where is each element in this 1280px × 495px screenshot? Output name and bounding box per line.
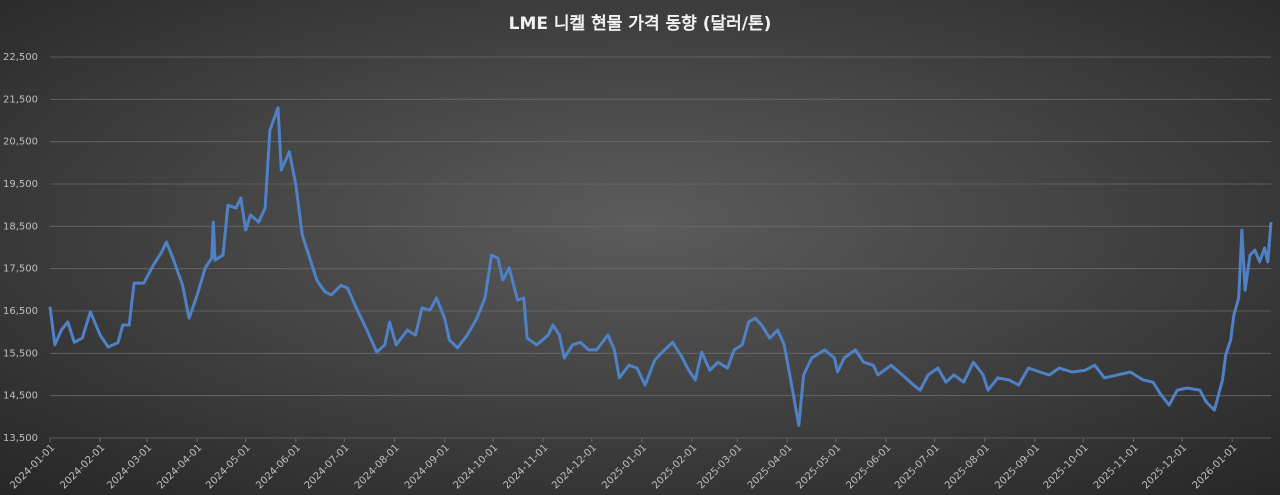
y-tick-label: 21,500 [3,94,38,105]
y-tick-label: 22,500 [3,52,38,63]
y-tick-label: 14,500 [3,391,38,402]
y-tick-label: 13,500 [3,433,38,444]
chart-title: LME 니켈 현물 가격 동향 (달러/톤) [509,13,772,34]
y-tick-label: 20,500 [3,137,38,148]
y-tick-label: 18,500 [3,221,38,232]
y-tick-label: 17,500 [3,264,38,275]
y-tick-label: 19,500 [3,179,38,190]
line-series [48,106,1273,427]
y-tick-label: 15,500 [3,348,38,359]
y-tick-label: 16,500 [3,306,38,317]
